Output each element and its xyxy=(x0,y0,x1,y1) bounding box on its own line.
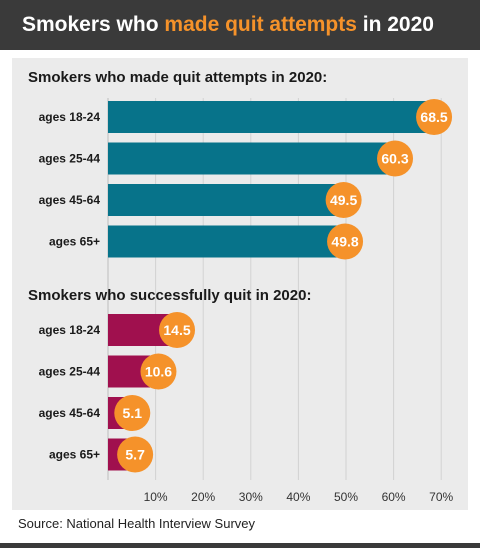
title-part-1: Smokers who xyxy=(22,13,165,36)
value-badge xyxy=(159,312,196,348)
title-part-2: in 2020 xyxy=(356,13,434,36)
value-badge xyxy=(325,182,362,218)
data-label: 49.8 xyxy=(331,234,358,250)
source-note: Source: National Health Interview Survey xyxy=(18,516,256,531)
attempt-bar xyxy=(108,101,435,133)
value-badge xyxy=(114,395,151,431)
value-badge xyxy=(327,223,364,260)
value-badge xyxy=(117,436,154,473)
data-label: 60.3 xyxy=(381,151,408,167)
attempt-bar xyxy=(108,184,344,216)
x-tick-label: 60% xyxy=(382,490,406,504)
x-tick-label: 40% xyxy=(286,490,310,504)
title-highlight: made quit attempts xyxy=(164,13,357,36)
x-tick-label: 70% xyxy=(429,490,453,504)
category-label: ages 25-44 xyxy=(39,365,101,379)
category-label: ages 65+ xyxy=(49,235,100,249)
category-label: ages 25-44 xyxy=(39,152,101,166)
category-label: ages 45-64 xyxy=(39,193,101,207)
x-tick-label: 10% xyxy=(144,490,168,504)
attempt-bar xyxy=(108,225,346,258)
category-label: ages 65+ xyxy=(49,448,100,462)
attempt-bar xyxy=(108,142,396,175)
x-tick-label: 30% xyxy=(239,490,263,504)
data-label: 68.5 xyxy=(420,109,447,125)
x-tick-label: 50% xyxy=(334,490,358,504)
category-label: ages 18-24 xyxy=(39,110,101,124)
x-tick-label: 20% xyxy=(191,490,215,504)
data-label: 49.5 xyxy=(330,192,357,208)
value-badge xyxy=(140,353,177,390)
value-badge xyxy=(377,140,414,177)
header-bar: Smokers who made quit attempts in 2020 xyxy=(0,0,480,50)
bottom-bar xyxy=(0,543,480,548)
data-label: 10.6 xyxy=(145,364,172,380)
success-chart-title: Smokers who successfully quit in 2020: xyxy=(28,287,311,304)
data-label: 14.5 xyxy=(163,322,190,338)
attempt-chart-title: Smokers who made quit attempts in 2020: xyxy=(28,69,327,86)
category-label: ages 18-24 xyxy=(39,323,101,337)
data-label: 5.1 xyxy=(123,405,143,421)
chart-panel xyxy=(12,58,468,510)
data-label: 5.7 xyxy=(125,447,145,463)
value-badge xyxy=(416,99,453,135)
category-label: ages 45-64 xyxy=(39,406,101,420)
page-title: Smokers who made quit attempts in 2020 xyxy=(22,0,434,50)
